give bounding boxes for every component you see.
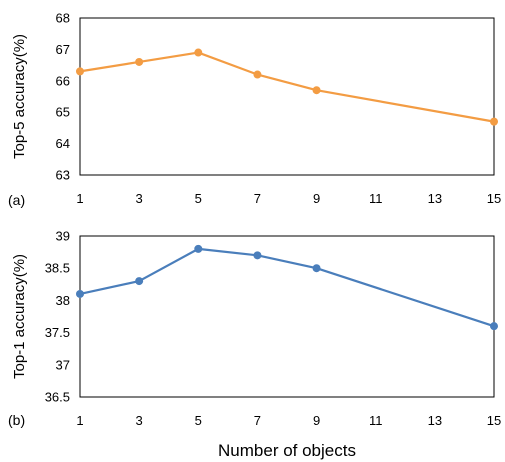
plot-frame	[79, 17, 495, 176]
data-point	[76, 67, 84, 76]
series-line	[79, 51, 495, 123]
x-axis-label: Number of objects	[218, 441, 356, 460]
x-tick-label: 9	[313, 413, 320, 428]
y-tick-label: 39	[56, 229, 70, 244]
data-point	[135, 277, 144, 286]
series-line	[79, 247, 495, 328]
data-point	[490, 322, 498, 331]
x-tick-label: 15	[487, 191, 501, 206]
data-point	[194, 48, 203, 57]
x-tick-label: 1	[76, 191, 83, 206]
data-point	[312, 86, 321, 95]
data-point	[194, 244, 203, 253]
data-point	[490, 117, 498, 126]
y-tick-label: 38.5	[45, 261, 70, 276]
x-tick-label: 1	[76, 413, 83, 428]
data-point	[253, 70, 262, 79]
x-tick-label: 13	[428, 191, 442, 206]
x-tick-label: 13	[428, 413, 442, 428]
y-tick-label: 64	[56, 136, 70, 151]
x-tick-label: 7	[254, 191, 261, 206]
data-point	[253, 251, 262, 260]
x-tick-label: 11	[369, 413, 383, 428]
x-tick-label: 11	[369, 191, 383, 206]
data-point	[312, 264, 321, 273]
x-tick-label: 5	[195, 191, 202, 206]
y-tick-label: 68	[56, 11, 70, 26]
x-tick-label: 9	[313, 191, 320, 206]
y-axis-label: Top-5 accuracy(%)	[11, 34, 28, 159]
y-tick-label: 36.5	[45, 390, 70, 405]
y-tick-label: 65	[56, 105, 70, 120]
x-tick-label: 3	[136, 191, 143, 206]
y-tick-label: 63	[56, 168, 70, 183]
y-tick-label: 37	[56, 357, 70, 372]
y-tick-label: 38	[56, 293, 70, 308]
y-tick-label: 66	[56, 73, 70, 88]
data-point	[135, 57, 144, 66]
x-tick-label: 7	[254, 413, 261, 428]
x-tick-label: 5	[195, 413, 202, 428]
panel-label: (b)	[8, 412, 25, 428]
panel-label: (a)	[8, 192, 25, 208]
data-point	[76, 289, 84, 298]
plot-frame	[79, 235, 495, 398]
x-tick-label: 3	[136, 413, 143, 428]
y-tick-label: 67	[56, 42, 70, 57]
x-tick-label: 15	[487, 413, 501, 428]
y-tick-label: 37.5	[45, 325, 70, 340]
y-axis-label: Top-1 accuracy(%)	[11, 254, 28, 379]
